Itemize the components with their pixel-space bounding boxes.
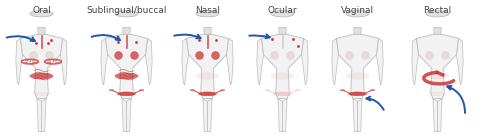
Ellipse shape	[115, 73, 138, 79]
Polygon shape	[262, 34, 304, 99]
Polygon shape	[37, 99, 42, 132]
Polygon shape	[122, 27, 130, 34]
Polygon shape	[204, 27, 212, 34]
Ellipse shape	[426, 52, 434, 59]
Polygon shape	[186, 34, 228, 99]
Polygon shape	[282, 99, 287, 132]
Ellipse shape	[109, 90, 114, 91]
Polygon shape	[354, 27, 362, 34]
Ellipse shape	[30, 73, 53, 79]
Polygon shape	[434, 27, 442, 34]
Circle shape	[115, 11, 138, 17]
Ellipse shape	[114, 52, 122, 59]
Ellipse shape	[274, 92, 291, 96]
Ellipse shape	[442, 52, 450, 59]
Ellipse shape	[196, 73, 219, 79]
Polygon shape	[416, 34, 459, 99]
Ellipse shape	[220, 90, 225, 91]
Ellipse shape	[370, 90, 375, 91]
Polygon shape	[20, 34, 62, 99]
Ellipse shape	[346, 73, 369, 79]
Ellipse shape	[190, 90, 194, 91]
Ellipse shape	[130, 52, 138, 59]
Polygon shape	[433, 99, 438, 132]
Polygon shape	[106, 34, 148, 99]
Polygon shape	[332, 38, 338, 85]
Polygon shape	[278, 99, 282, 132]
Polygon shape	[203, 99, 207, 132]
Polygon shape	[101, 38, 107, 85]
Polygon shape	[358, 99, 362, 132]
Ellipse shape	[198, 92, 216, 96]
Ellipse shape	[428, 92, 446, 96]
Ellipse shape	[196, 52, 203, 59]
Polygon shape	[438, 99, 442, 132]
Polygon shape	[412, 38, 418, 85]
Text: Ocular: Ocular	[268, 6, 298, 15]
Polygon shape	[122, 99, 126, 132]
Circle shape	[196, 11, 219, 17]
Ellipse shape	[271, 73, 294, 79]
Polygon shape	[126, 99, 131, 132]
Polygon shape	[456, 38, 463, 85]
Ellipse shape	[32, 92, 50, 96]
Ellipse shape	[265, 90, 270, 91]
Ellipse shape	[362, 52, 370, 59]
Ellipse shape	[270, 52, 278, 59]
Ellipse shape	[140, 90, 144, 91]
Ellipse shape	[296, 90, 300, 91]
Polygon shape	[257, 38, 264, 85]
Ellipse shape	[46, 52, 54, 59]
Text: Rectal: Rectal	[424, 6, 452, 15]
Text: Oral: Oral	[32, 6, 51, 15]
Ellipse shape	[346, 52, 354, 59]
Ellipse shape	[118, 92, 136, 96]
Polygon shape	[60, 38, 67, 85]
Circle shape	[426, 11, 449, 17]
Text: Nasal: Nasal	[195, 6, 220, 15]
Ellipse shape	[348, 92, 366, 96]
Polygon shape	[208, 99, 212, 132]
Circle shape	[271, 11, 294, 17]
Circle shape	[346, 11, 369, 17]
Polygon shape	[38, 27, 46, 34]
Polygon shape	[16, 38, 22, 85]
Polygon shape	[302, 38, 308, 85]
Ellipse shape	[426, 73, 449, 79]
Polygon shape	[353, 99, 358, 132]
Ellipse shape	[286, 52, 294, 59]
Polygon shape	[226, 38, 233, 85]
Ellipse shape	[30, 52, 38, 59]
Polygon shape	[336, 34, 378, 99]
Polygon shape	[146, 38, 152, 85]
Polygon shape	[42, 99, 46, 132]
Circle shape	[30, 11, 53, 17]
Polygon shape	[376, 38, 383, 85]
Text: Vaginal: Vaginal	[341, 6, 374, 15]
Polygon shape	[278, 27, 286, 34]
Ellipse shape	[212, 52, 220, 59]
Ellipse shape	[340, 90, 344, 91]
Text: Sublingual/buccal: Sublingual/buccal	[86, 6, 167, 15]
Polygon shape	[182, 38, 188, 85]
